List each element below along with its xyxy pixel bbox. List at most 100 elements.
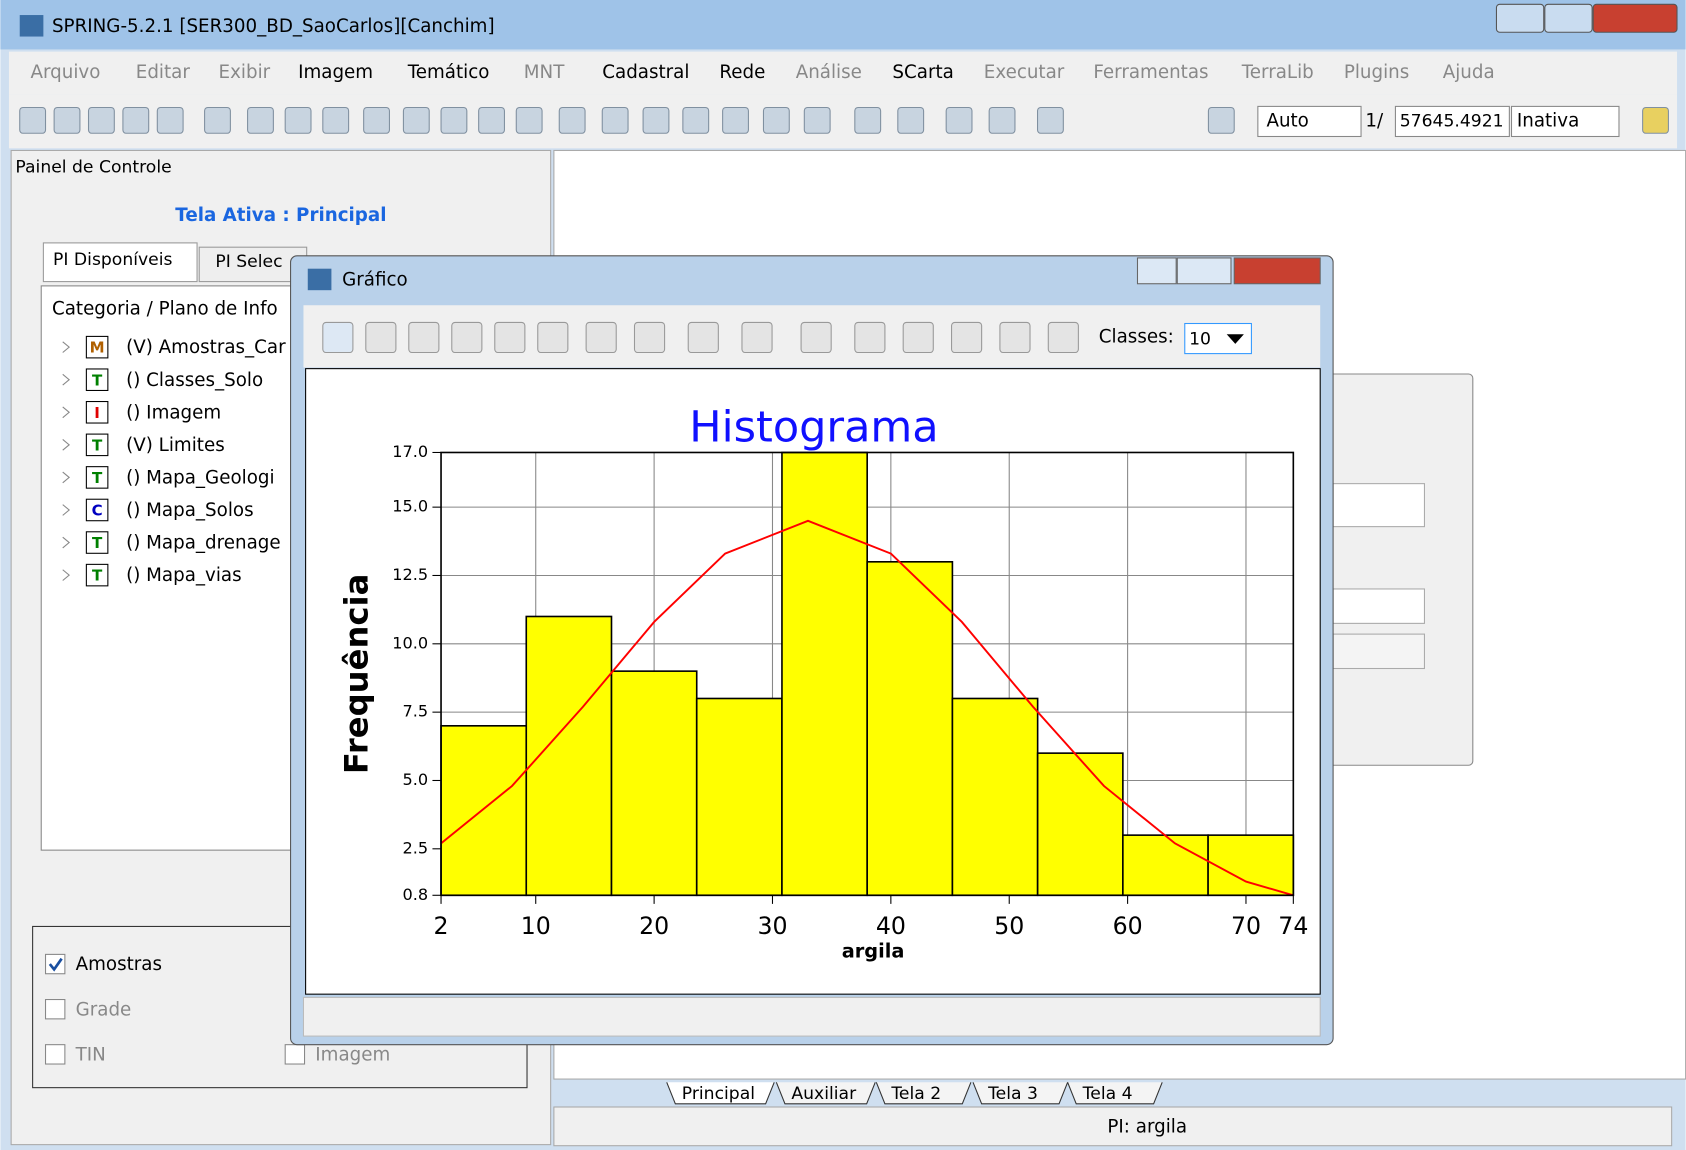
screen-tab[interactable] [666,1082,775,1105]
tool-button[interactable] [682,106,710,134]
tool-button[interactable] [601,106,629,134]
menu-item[interactable]: Executar [984,62,1065,83]
tool-button[interactable] [951,321,983,354]
tool-button[interactable] [122,106,150,134]
minimize-button[interactable] [1136,257,1177,285]
tool-button[interactable] [494,321,526,354]
layer-label[interactable]: () Mapa_Solos [126,500,253,521]
menu-item[interactable]: Cadastral [602,62,689,83]
menu-item[interactable]: Rede [719,62,765,83]
tool-button[interactable] [1036,106,1064,134]
tool-button[interactable] [585,321,617,354]
tool-button[interactable] [402,106,430,134]
tool-button[interactable] [363,106,390,134]
checkbox[interactable] [284,1044,306,1065]
tool-button[interactable] [1207,106,1235,134]
tool-button[interactable] [800,321,832,354]
tool-button[interactable] [515,106,543,134]
screen-tab-label[interactable]: Tela 4 [1082,1084,1133,1104]
maximize-button[interactable] [1176,257,1232,285]
tab[interactable] [42,242,198,283]
screen-tab[interactable] [1067,1082,1163,1105]
classes-combo[interactable] [1184,322,1252,355]
screen-tab-label[interactable]: Principal [682,1084,755,1104]
tab[interactable] [198,246,308,283]
tool-button[interactable] [945,106,973,134]
menu-item[interactable]: Temático [407,62,490,83]
tool-button[interactable] [988,106,1016,134]
tool-button[interactable] [803,106,831,134]
minimize-button[interactable] [1495,3,1545,33]
state-combo[interactable] [1510,105,1620,138]
tool-button[interactable] [897,106,925,134]
tool-button[interactable] [741,321,773,354]
checkbox[interactable] [44,998,66,1020]
tool-button[interactable] [642,106,670,134]
scale-mode-combo[interactable] [1257,105,1362,138]
layer-label[interactable]: () Imagem [126,402,221,423]
tool-button[interactable] [478,106,505,134]
checkbox-label[interactable]: TIN [75,1044,106,1065]
layer-label[interactable]: () Mapa_drenage [126,533,280,554]
tool-button[interactable] [537,321,569,354]
menu-item[interactable]: Editar [136,62,191,83]
tool-button[interactable] [322,321,354,354]
menu-item[interactable]: Imagem [298,62,373,83]
menu-item[interactable]: Análise [796,62,862,83]
tool-button[interactable] [1047,321,1079,354]
screen-tab-label[interactable]: Auxiliar [791,1084,857,1104]
tool-button[interactable] [204,106,231,134]
tool-button[interactable] [1642,106,1669,134]
x-tick-label: 74 [1278,912,1308,940]
layer-label[interactable]: () Classes_Solo [126,370,263,391]
tool-button[interactable] [322,106,350,134]
tool-button[interactable] [762,106,790,134]
tool-button[interactable] [408,321,440,354]
tool-button[interactable] [87,106,115,134]
menu-item[interactable]: MNT [524,62,565,83]
menu-item[interactable]: Plugins [1344,62,1409,83]
tool-button[interactable] [53,106,81,134]
layer-label[interactable]: (V) Limites [126,435,225,456]
menu-item[interactable]: Ferramentas [1093,62,1208,83]
tool-button[interactable] [247,106,274,134]
menu-item[interactable]: TerraLib [1241,62,1314,83]
layer-label[interactable]: (V) Amostras_Car [126,337,286,358]
state: Inativa [1517,110,1579,131]
tool-button[interactable] [722,106,749,134]
checkbox-label[interactable]: Grade [76,999,132,1020]
tool-button[interactable] [854,106,882,134]
screen-tab[interactable] [875,1082,972,1105]
close-button[interactable] [1592,3,1678,33]
screen-tab[interactable] [775,1082,876,1105]
menu-item[interactable]: SCarta [892,62,953,83]
tool-button[interactable] [854,321,886,354]
layer-label[interactable]: () Mapa_Geologi [126,467,274,488]
tool-button[interactable] [687,321,719,354]
tool-button[interactable] [284,106,312,134]
tool-button[interactable] [999,321,1031,354]
layer-label[interactable]: () Mapa_vias [126,565,242,586]
tool-button[interactable] [156,106,184,134]
menu-item[interactable]: Exibir [219,62,271,83]
checkbox[interactable] [44,953,66,975]
menu-item[interactable]: Arquivo [30,62,100,83]
menu-item[interactable]: Ajuda [1443,62,1495,83]
tool-button[interactable] [365,321,397,354]
tool-button[interactable] [440,106,468,134]
checkbox-label[interactable]: Amostras [76,954,162,975]
checkbox-label[interactable]: Imagem [315,1044,390,1065]
maximize-button[interactable] [1544,3,1593,33]
screen-tab-label[interactable]: Tela 3 [987,1084,1038,1104]
tool-button[interactable] [451,321,483,354]
app-icon [19,15,44,37]
scale-field[interactable] [1394,105,1510,138]
tool-button[interactable] [19,106,47,134]
tool-button[interactable] [558,106,586,134]
checkbox[interactable] [44,1044,66,1065]
close-button[interactable] [1233,257,1321,285]
screen-tab-label[interactable]: Tela 2 [890,1084,941,1104]
tool-button[interactable] [902,321,934,354]
tool-button[interactable] [633,321,666,354]
screen-tab[interactable] [972,1082,1069,1105]
